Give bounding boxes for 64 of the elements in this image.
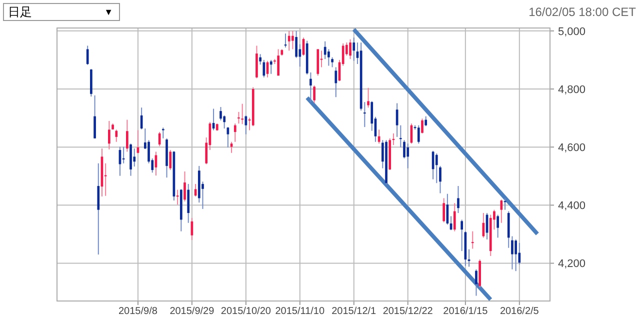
candlestick	[475, 268, 478, 296]
candlestick	[220, 106, 222, 121]
candlestick	[435, 152, 438, 184]
candlestick	[399, 124, 402, 148]
candlestick	[256, 45, 258, 79]
text: 日足	[8, 5, 32, 19]
candlestick	[457, 185, 460, 214]
candlestick	[424, 116, 428, 127]
candlestick	[187, 183, 190, 224]
candlestick	[162, 127, 164, 139]
y-tick-label: 4,400	[558, 200, 586, 212]
candlestick	[288, 30, 290, 52]
candlestick	[226, 126, 230, 148]
candlestick	[270, 59, 272, 74]
candlestick	[108, 120, 110, 150]
candlestick	[421, 118, 424, 134]
y-tick-label: 4,800	[558, 84, 586, 96]
y-tick-label: 5,000	[558, 26, 586, 38]
x-tick-label: 2016/2/5	[500, 306, 540, 317]
candlestick	[230, 141, 233, 154]
y-tick-label: 4,200	[558, 258, 586, 270]
candlestick	[331, 56, 334, 68]
candlestick	[115, 129, 118, 142]
candlestick	[328, 48, 330, 66]
candlestick	[364, 102, 366, 128]
candlestick	[403, 140, 406, 159]
candlestick	[496, 214, 499, 238]
candlestick	[133, 148, 136, 168]
candlestick	[453, 202, 456, 232]
candlestick	[471, 230, 474, 250]
candlestick	[295, 30, 298, 58]
x-tick-label: 2015/11/10	[275, 306, 325, 317]
candlestick	[277, 48, 280, 76]
x-tick-label: 2015/12/1	[332, 306, 377, 317]
candlestick	[223, 114, 226, 129]
text: ▼	[104, 7, 113, 17]
candlestick	[406, 143, 410, 169]
candlestick	[184, 170, 186, 202]
y-tick-label: 4,600	[558, 142, 586, 154]
candlestick	[439, 165, 442, 194]
x-tick-label: 2016/1/15	[443, 306, 488, 317]
candlestick	[442, 198, 446, 223]
text: 16/02/05 18:00 CET	[528, 5, 637, 19]
candlestick	[334, 66, 338, 98]
candlestick	[234, 123, 236, 142]
candlestick	[241, 103, 244, 125]
candlestick	[352, 37, 356, 62]
x-tick-label: 2015/10/20	[220, 306, 272, 317]
candlestick	[169, 149, 172, 171]
candlestick	[349, 38, 352, 60]
candlestick	[514, 238, 517, 272]
candlestick	[292, 30, 294, 50]
candlestick	[94, 94, 96, 139]
candlestick	[238, 111, 240, 124]
candlestick	[97, 162, 100, 256]
x-tick-label: 2015/9/8	[118, 306, 158, 317]
candlestick	[417, 124, 420, 144]
x-tick-label: 2015/12/22	[382, 306, 434, 317]
candlestick	[313, 85, 316, 104]
candlestick	[367, 87, 370, 108]
x-tick-label: 2015/9/29	[170, 306, 215, 317]
candlestick	[86, 45, 89, 66]
candlestick	[460, 219, 464, 252]
candlestick	[126, 119, 128, 152]
